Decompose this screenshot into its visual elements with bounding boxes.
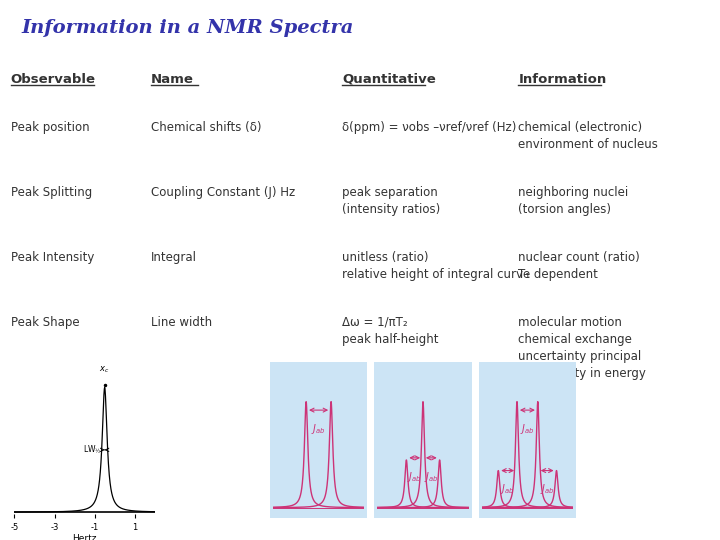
Text: LW$_{½}$: LW$_{½}$	[83, 443, 102, 455]
Text: nuclear count (ratio)
T₁ dependent: nuclear count (ratio) T₁ dependent	[518, 251, 640, 281]
Text: Observable: Observable	[11, 73, 96, 86]
Text: Peak Splitting: Peak Splitting	[11, 186, 92, 199]
Text: Chemical shifts (δ): Chemical shifts (δ)	[151, 122, 261, 134]
Text: δ(ppm) = νobs –νref/νref (Hz): δ(ppm) = νobs –νref/νref (Hz)	[342, 122, 516, 134]
Text: Peak Intensity: Peak Intensity	[11, 251, 94, 264]
Text: Information in a NMR Spectra: Information in a NMR Spectra	[22, 19, 354, 37]
Text: chemical (electronic)
environment of nucleus: chemical (electronic) environment of nuc…	[518, 122, 658, 152]
Text: Δω = 1/πT₂
peak half-height: Δω = 1/πT₂ peak half-height	[342, 316, 438, 346]
Text: Information: Information	[518, 73, 607, 86]
Text: Quantitative: Quantitative	[342, 73, 436, 86]
Text: $x_c$: $x_c$	[99, 364, 110, 375]
Text: $J_{ab}$: $J_{ab}$	[424, 469, 438, 483]
Text: Line width: Line width	[151, 316, 212, 329]
X-axis label: Hertz: Hertz	[72, 534, 97, 540]
Text: Peak position: Peak position	[11, 122, 89, 134]
Text: $J_{ab}$: $J_{ab}$	[408, 469, 422, 483]
Text: $J_{ab}$: $J_{ab}$	[311, 422, 326, 436]
Text: $J_{ab}$: $J_{ab}$	[540, 482, 554, 496]
Text: unitless (ratio)
relative height of integral curve: unitless (ratio) relative height of inte…	[342, 251, 530, 281]
Text: neighboring nuclei
(torsion angles): neighboring nuclei (torsion angles)	[518, 186, 629, 217]
Text: $J_{ab}$: $J_{ab}$	[500, 482, 515, 496]
Text: Peak Shape: Peak Shape	[11, 316, 79, 329]
Text: Integral: Integral	[151, 251, 197, 264]
Text: $J_{ab}$: $J_{ab}$	[520, 422, 535, 436]
Text: molecular motion
chemical exchange
uncertainty principal
uncertainty in energy: molecular motion chemical exchange uncer…	[518, 316, 647, 380]
Text: Coupling Constant (J) Hz: Coupling Constant (J) Hz	[151, 186, 295, 199]
Text: peak separation
(intensity ratios): peak separation (intensity ratios)	[342, 186, 440, 217]
Text: Name: Name	[151, 73, 194, 86]
